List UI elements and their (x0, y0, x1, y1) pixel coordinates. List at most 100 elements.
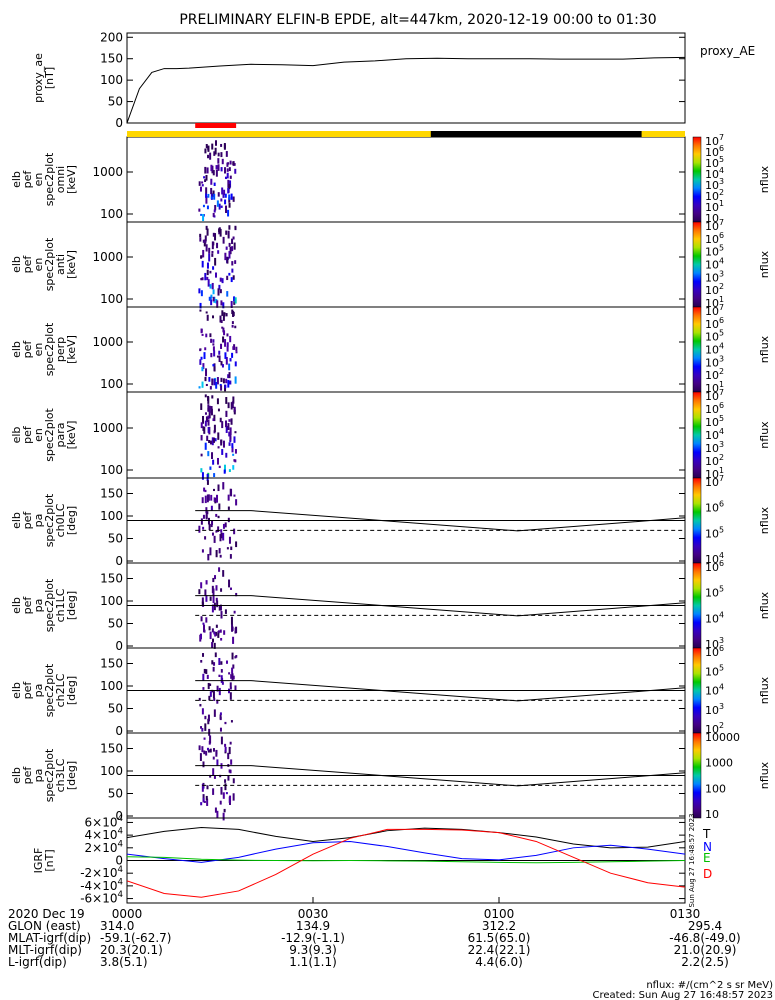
pa-ch2lc-pixel (207, 714, 210, 722)
ephemeris-value: 4.4(6.0) (475, 955, 523, 969)
spec-anti-pixel (203, 242, 206, 247)
igrf-side-stamp: Sun Aug 27 16:48:57 2023 (688, 813, 696, 907)
pa-ch3lc-ytick-label: 0 (115, 809, 123, 823)
pa-ch0lc-pixel (218, 548, 221, 554)
spec-omni-pixel (206, 205, 209, 210)
spec-omni-pixel (220, 198, 223, 202)
spec-perp-pixel (199, 309, 202, 312)
pa-ch1lc-ytick-label: 50 (108, 617, 123, 631)
pa-ch3lc-pixel (228, 796, 231, 803)
pa-ch0lc-zlabel: nflux (758, 506, 771, 534)
spec-para-pixel (231, 443, 234, 448)
spec-perp-pixel (212, 346, 215, 351)
pa-ch3lc-pixel (202, 761, 205, 768)
pa-ch2lc-pixel (231, 667, 234, 674)
spec-omni-pixel (213, 182, 216, 186)
pa-ch2lc-pixel (224, 721, 227, 725)
spec-anti-pixel (220, 300, 223, 306)
spec-omni-pixel (204, 148, 207, 154)
pa-ch0lc-pixel (216, 494, 219, 503)
ephemeris-value: 21.0(20.9) (674, 943, 737, 957)
pa-ch1lc-pixel (213, 631, 216, 635)
pa-ch3lc-pixel (232, 778, 235, 784)
pa-ch1lc-pixel (212, 577, 215, 583)
spec-anti-ylabel: pef (21, 255, 34, 274)
spec-perp-colorbar (692, 306, 702, 393)
pa-ch2lc-ylabel: pa (32, 684, 45, 698)
spec-omni-pixel (207, 145, 210, 152)
pa-ch0lc-pixel (208, 523, 211, 531)
pa-ch0lc-ylabel: [deg] (65, 506, 78, 535)
spec-anti-ylabel: spec2plot (43, 237, 56, 291)
pa-ch1lc-pixel (220, 637, 223, 641)
x-tick-label: 0100 (484, 907, 515, 921)
spec-anti-pixel (225, 246, 228, 250)
spec-perp-ylabel: en (32, 343, 45, 357)
pa-ch1lc-pixel (201, 601, 204, 607)
spec-perp-pixel (234, 361, 237, 367)
spec-para-pixel (217, 432, 220, 440)
spec-perp-pixel (202, 363, 205, 370)
spec-anti-pixel (234, 260, 237, 264)
pa-ch2lc-pixel (202, 653, 205, 657)
spec-anti-pixel (214, 257, 217, 266)
pa-ch1lc-pixel (211, 642, 214, 649)
spec-omni-ytick-label: 1000 (92, 165, 123, 179)
spec-omni-pixel (201, 181, 204, 184)
ephemeris-row-label: GLON (east) (8, 919, 81, 933)
spec-anti-pixel (226, 291, 229, 297)
spec-omni-pixel (214, 147, 217, 155)
pa-ch1lc-pixel (205, 617, 208, 623)
spec-omni-pixel (212, 212, 215, 217)
pa-ch2lc-pixel (220, 675, 223, 683)
spec-para-pixel (200, 422, 203, 429)
spec-omni-pixel (207, 193, 210, 198)
spec-para-pixel (205, 416, 208, 423)
pa-ch3lc-pixel (229, 741, 232, 745)
spec-omni-pixel (220, 143, 223, 147)
pa-ch3lc-colorbar-label: 10000 (705, 731, 740, 744)
spec-omni-pixel (221, 158, 224, 165)
pa-ch1lc-pixel (222, 570, 225, 577)
ephemeris-value: 61.5(65.0) (468, 931, 531, 945)
pa-ch1lc-ytick-label: 100 (100, 594, 123, 608)
spec-omni-pixel (210, 187, 213, 195)
spec-omni-colorbar-label: 106 (705, 144, 724, 159)
spec-anti-colorbar-label: 106 (705, 231, 724, 246)
spec-anti-pixel (209, 284, 212, 289)
igrf-ytick-label: 2×104 (85, 839, 123, 854)
spec-perp-pixel (220, 377, 223, 382)
pa-ch3lc-pixel (222, 792, 225, 799)
spec-para-pixel (229, 439, 232, 443)
pa-ch3lc-pixel (212, 756, 215, 760)
spec-perp-colorbar-label: 104 (705, 342, 724, 357)
pa-ch2lc-colorbar (692, 647, 702, 734)
spec-omni-pixel (205, 187, 208, 194)
pa-ch2lc-pixel (213, 662, 216, 666)
pa-ch2lc-pixel (218, 687, 221, 696)
spec-anti-colorbar-label: 103 (705, 269, 724, 284)
spec-omni-pixel (227, 179, 230, 188)
spec-para-zlabel: nflux (758, 421, 771, 449)
pa-ch2lc-colorbar-label: 106 (705, 644, 724, 659)
spec-anti-pixel (231, 246, 234, 252)
spec-anti-pixel (231, 238, 234, 244)
pa-ch2lc-pixel (220, 661, 223, 665)
spec-omni-pixel (226, 168, 229, 172)
spec-perp-pixel (199, 359, 202, 365)
pa-ch2lc-ylabel: [deg] (65, 676, 78, 705)
pa-ch2lc-pixel (212, 691, 215, 699)
ephemeris-value: 134.9 (296, 919, 330, 933)
spec-omni-pixel (212, 190, 215, 197)
spec-perp-pixel (210, 352, 213, 358)
spec-omni-pixel (223, 143, 226, 149)
spec-omni-pixel (221, 187, 224, 195)
pa-ch2lc-loss-cone (195, 680, 686, 702)
spec-para-pixel (228, 419, 231, 422)
spec-omni-pixel (205, 143, 208, 149)
pa-ch2lc-pixel (228, 672, 231, 675)
spec-perp-pixel (213, 378, 216, 386)
pa-ch3lc-ylabel: spec2plot (43, 748, 56, 802)
pa-ch2lc-pixel (230, 674, 233, 679)
